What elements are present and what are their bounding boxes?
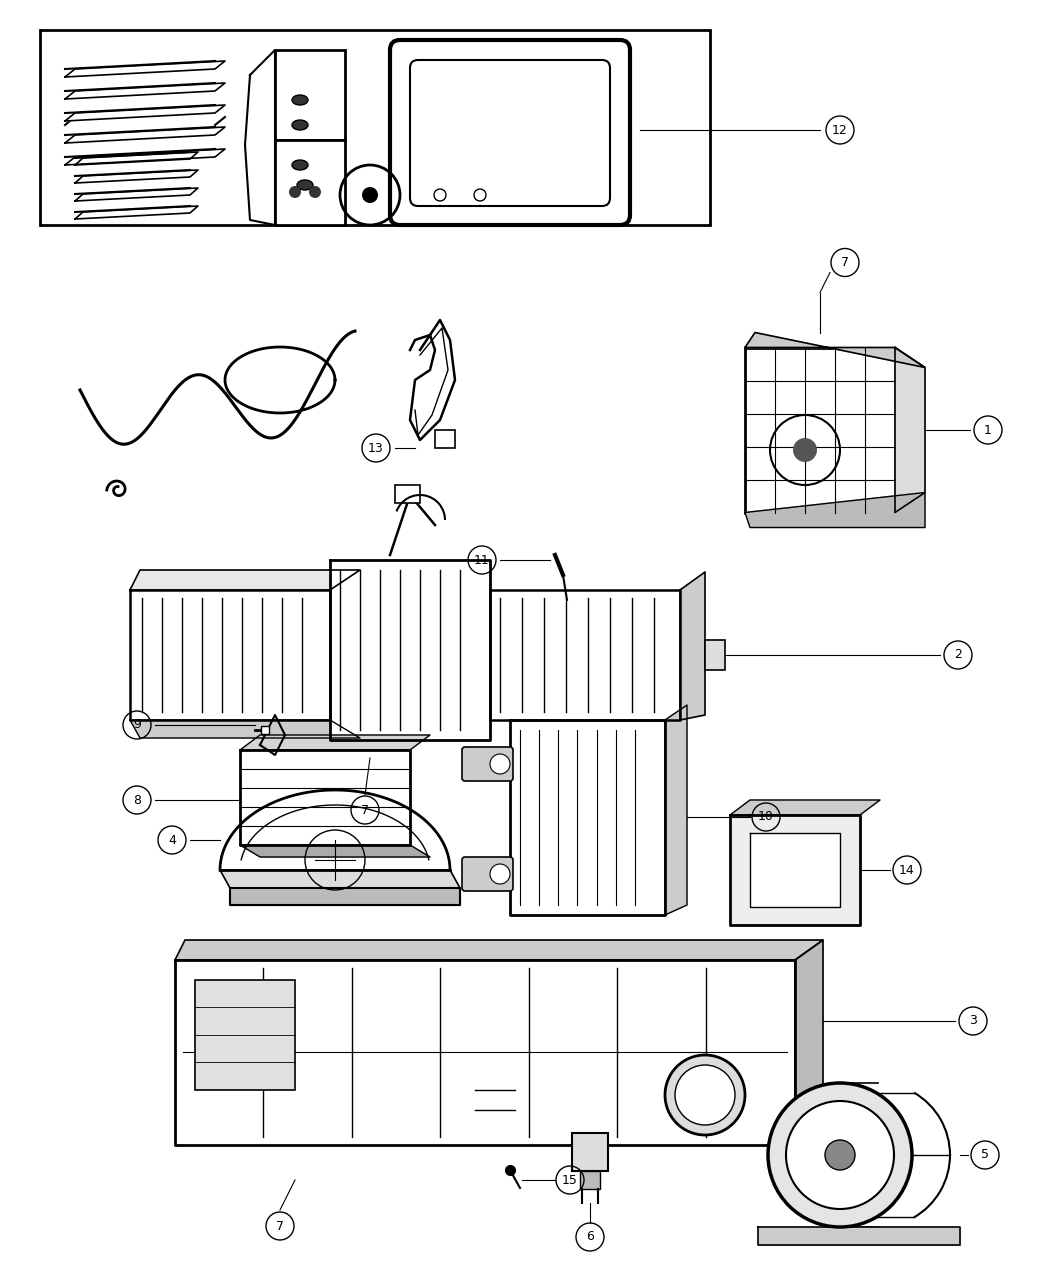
Circle shape bbox=[825, 1140, 855, 1170]
Text: 7: 7 bbox=[841, 256, 849, 269]
Bar bbox=[395, 484, 420, 504]
Text: 13: 13 bbox=[369, 441, 384, 454]
Bar bbox=[580, 1170, 600, 1190]
Polygon shape bbox=[65, 83, 225, 99]
Polygon shape bbox=[240, 845, 430, 857]
Circle shape bbox=[665, 1054, 745, 1135]
Polygon shape bbox=[795, 940, 823, 1150]
Text: 3: 3 bbox=[969, 1015, 977, 1028]
Polygon shape bbox=[75, 187, 198, 201]
Polygon shape bbox=[175, 940, 823, 960]
Polygon shape bbox=[330, 560, 490, 740]
Ellipse shape bbox=[292, 120, 308, 130]
Ellipse shape bbox=[297, 180, 313, 190]
Polygon shape bbox=[510, 720, 665, 915]
Polygon shape bbox=[65, 149, 225, 164]
Polygon shape bbox=[490, 590, 680, 720]
Circle shape bbox=[362, 187, 378, 203]
Polygon shape bbox=[130, 720, 360, 738]
Polygon shape bbox=[75, 152, 198, 164]
Polygon shape bbox=[730, 815, 860, 924]
Polygon shape bbox=[65, 128, 225, 143]
Polygon shape bbox=[130, 590, 330, 720]
Circle shape bbox=[289, 186, 301, 198]
Polygon shape bbox=[65, 105, 225, 121]
Circle shape bbox=[309, 186, 321, 198]
Polygon shape bbox=[75, 170, 198, 184]
Text: 5: 5 bbox=[981, 1149, 989, 1162]
Polygon shape bbox=[240, 734, 430, 750]
Circle shape bbox=[675, 1065, 735, 1125]
FancyBboxPatch shape bbox=[462, 857, 513, 891]
Text: 14: 14 bbox=[899, 863, 915, 876]
Polygon shape bbox=[730, 799, 880, 815]
Polygon shape bbox=[220, 870, 460, 887]
Ellipse shape bbox=[292, 96, 308, 105]
Text: 10: 10 bbox=[758, 811, 774, 824]
Polygon shape bbox=[680, 572, 705, 720]
Text: 6: 6 bbox=[586, 1230, 594, 1243]
Bar bbox=[572, 1133, 608, 1170]
Text: 4: 4 bbox=[168, 834, 176, 847]
FancyBboxPatch shape bbox=[410, 60, 610, 207]
Polygon shape bbox=[746, 492, 925, 528]
Text: 15: 15 bbox=[562, 1173, 578, 1187]
Bar bbox=[275, 140, 345, 224]
Polygon shape bbox=[746, 333, 925, 367]
Bar bbox=[705, 640, 724, 669]
Text: 11: 11 bbox=[475, 553, 490, 566]
Bar bbox=[275, 50, 345, 140]
Bar bbox=[435, 430, 455, 448]
Ellipse shape bbox=[786, 1102, 894, 1209]
Circle shape bbox=[793, 439, 817, 462]
Text: 7: 7 bbox=[361, 803, 369, 816]
Text: 2: 2 bbox=[954, 649, 962, 662]
Polygon shape bbox=[240, 750, 410, 845]
Polygon shape bbox=[175, 960, 795, 1145]
Polygon shape bbox=[895, 348, 925, 513]
Polygon shape bbox=[750, 833, 840, 907]
FancyBboxPatch shape bbox=[462, 747, 513, 782]
Ellipse shape bbox=[292, 159, 308, 170]
Text: 12: 12 bbox=[832, 124, 848, 136]
Polygon shape bbox=[230, 887, 460, 905]
Polygon shape bbox=[130, 570, 360, 590]
Polygon shape bbox=[245, 50, 275, 224]
Bar bbox=[746, 348, 895, 513]
Polygon shape bbox=[758, 1227, 960, 1244]
Text: 7: 7 bbox=[276, 1219, 284, 1233]
Ellipse shape bbox=[768, 1082, 912, 1227]
Bar bbox=[195, 980, 295, 1090]
Circle shape bbox=[490, 754, 510, 774]
Circle shape bbox=[490, 864, 510, 884]
Bar bbox=[40, 31, 710, 224]
Polygon shape bbox=[65, 61, 225, 76]
Text: 8: 8 bbox=[133, 793, 141, 807]
Polygon shape bbox=[665, 705, 687, 915]
Polygon shape bbox=[75, 207, 198, 219]
Text: 1: 1 bbox=[984, 423, 992, 436]
FancyBboxPatch shape bbox=[390, 40, 630, 224]
Text: 9: 9 bbox=[133, 719, 141, 732]
